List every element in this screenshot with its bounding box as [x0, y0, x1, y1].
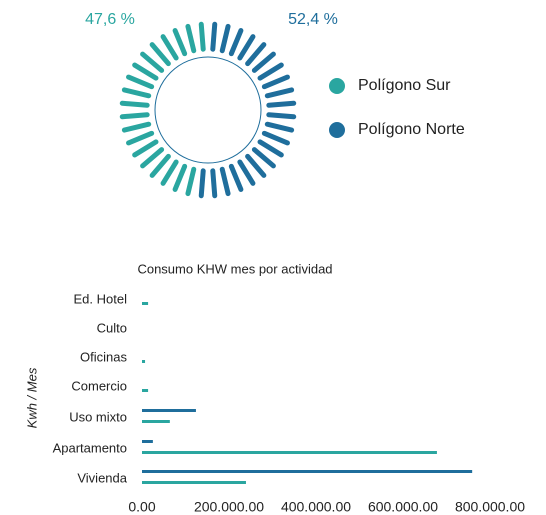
ring-dash: [132, 139, 159, 158]
bar: [142, 409, 196, 412]
x-tick-label: 600.000.00: [368, 499, 438, 515]
ring-dash: [210, 21, 218, 52]
legend-swatch: [329, 122, 345, 138]
category-label: Oficinas: [80, 349, 127, 364]
bar: [142, 420, 170, 423]
ring-dash: [121, 121, 152, 133]
x-tick-label: 800.000.00: [455, 499, 525, 515]
bar: [142, 360, 146, 363]
ring-dash: [210, 168, 218, 199]
category-label: Apartamento: [53, 440, 127, 455]
ring-dash: [126, 74, 155, 90]
ring-dash: [264, 87, 295, 99]
category-label: Uso mixto: [69, 409, 127, 424]
category-label: Comercio: [71, 378, 127, 393]
ring-dash: [198, 168, 206, 199]
ring-dash: [119, 112, 150, 120]
ring-dash: [149, 153, 171, 178]
ring-dash: [198, 21, 206, 52]
bar: [142, 302, 149, 305]
category-label: Vivienda: [77, 470, 127, 485]
ring-dash: [119, 100, 150, 108]
bar: [142, 389, 149, 392]
x-tick-label: 400.000.00: [281, 499, 351, 515]
ring-dash: [237, 159, 256, 186]
category-label: Ed. Hotel: [74, 291, 128, 306]
percent-label: 47,6 %: [85, 11, 135, 28]
ring-dash: [219, 23, 231, 54]
ring-dash: [132, 62, 159, 81]
legend-label: Polígono Norte: [358, 121, 465, 138]
bar: [142, 481, 246, 484]
x-tick-label: 200.000.00: [194, 499, 264, 515]
ring-dash: [257, 139, 284, 158]
legend-swatch: [329, 78, 345, 94]
ring-dash: [172, 163, 188, 192]
ring-dash: [261, 130, 290, 146]
percent-label: 52,4 %: [288, 11, 338, 28]
category-label: Culto: [97, 320, 127, 335]
bar: [142, 451, 437, 454]
ring-dash: [266, 100, 297, 108]
ring-dash: [219, 166, 231, 197]
ring-segment: [198, 21, 297, 199]
ring-dash: [251, 51, 276, 73]
ring-dash: [264, 121, 295, 133]
ring-dash: [245, 42, 267, 67]
legend-label: Polígono Sur: [358, 77, 451, 94]
ring-dash: [228, 28, 244, 57]
inner-circle: [154, 56, 262, 164]
ring-dash: [237, 34, 256, 61]
ring-dash: [149, 42, 171, 67]
ring-dash: [266, 112, 297, 120]
ring-dash: [257, 62, 284, 81]
ring-dash: [160, 34, 179, 61]
ring-dash: [261, 74, 290, 90]
ring-dash: [160, 159, 179, 186]
x-tick-label: 0.00: [128, 499, 155, 515]
ring-segment: [119, 21, 206, 197]
ring-dash: [185, 166, 197, 197]
ring-dash: [185, 23, 197, 54]
ring-dash: [121, 87, 152, 99]
ring-dash: [172, 28, 188, 57]
ring-dash: [245, 153, 267, 178]
ring-dash: [228, 163, 244, 192]
y-axis-label: Kwh / Mes: [24, 367, 39, 428]
chart-title: Consumo KHW mes por actividad: [137, 261, 332, 276]
ring-dash: [140, 147, 165, 169]
ring-dash: [126, 130, 155, 146]
bar: [142, 470, 473, 473]
ring-dash: [140, 51, 165, 73]
ring-dash: [251, 147, 276, 169]
bar: [142, 440, 153, 443]
